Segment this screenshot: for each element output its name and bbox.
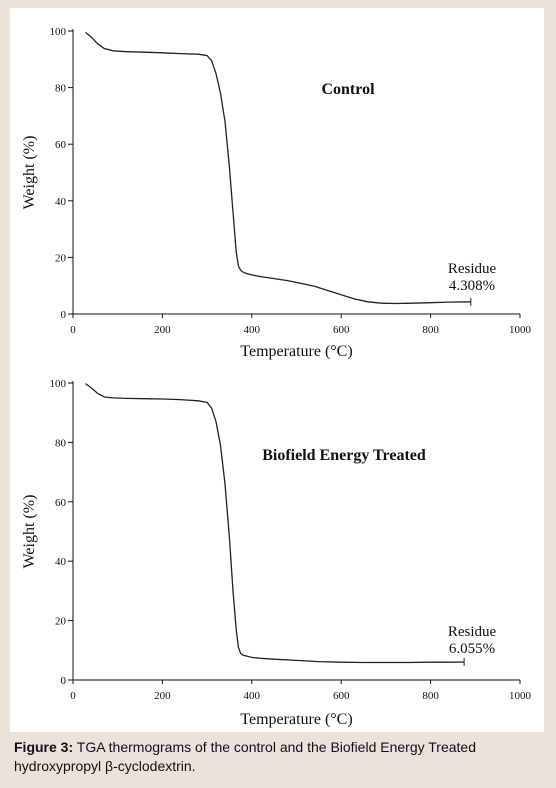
- chart-2-y-tick-label: 0: [61, 675, 67, 687]
- chart-1-x-axis-title: Temperature (°C): [240, 343, 352, 360]
- chart-1-x-tick-label: 1000: [509, 324, 532, 336]
- chart-2-y-tick-label: 100: [50, 378, 67, 390]
- chart-2-x-tick-label: 800: [422, 690, 439, 702]
- caption-text: TGA thermograms of the control and the B…: [14, 739, 476, 774]
- chart-1-y-tick-label: 80: [55, 83, 67, 95]
- chart-2-x-tick-label: 200: [154, 690, 171, 702]
- figure: 0 20 40 60 80 100 0 200 400 600 800 1000 Temperature…: [10, 8, 544, 732]
- chart-1-y-tick-label: 20: [55, 252, 67, 264]
- figure-caption: Figure 3: TGA thermograms of the control…: [14, 738, 544, 776]
- chart-2-title: Biofield Energy Treated: [262, 447, 426, 464]
- chart-1-residue-value: 4.308%: [449, 278, 495, 294]
- chart-2-x-tick-label: 600: [333, 690, 350, 702]
- chart-2-y-tick-label: 20: [55, 616, 67, 628]
- chart-2-y-axis-title: Weight (%): [21, 495, 38, 569]
- chart-2-y-tick-label: 60: [55, 497, 67, 509]
- chart-2-y-tick-label: 40: [55, 556, 67, 568]
- chart-2-x-tick-label: 0: [70, 690, 76, 702]
- chart-2-x-tick-label: 1000: [509, 690, 532, 702]
- chart-1-residue-label: Residue: [448, 261, 497, 277]
- chart-1-x-tick-label: 600: [333, 324, 350, 336]
- chart-2-series-line: [85, 383, 465, 664]
- chart-2-x-axis-title: Temperature (°C): [240, 711, 352, 728]
- chart-2-y-tick-label: 80: [55, 437, 67, 449]
- chart-2-residue-value: 6.055%: [449, 641, 495, 657]
- caption-label: Figure 3:: [14, 739, 74, 755]
- chart-1-x-tick-label: 400: [244, 324, 261, 336]
- chart-1-y-tick-label: 40: [55, 196, 67, 208]
- chart-1-y-tick-label: 100: [50, 26, 67, 38]
- chart-1-y-tick-label: 60: [55, 139, 67, 151]
- chart-1-title: Control: [321, 81, 375, 98]
- chart-1-x-tick-label: 800: [422, 324, 439, 336]
- chart-2-x-tick-label: 400: [244, 690, 261, 702]
- chart-1-y-axis-title: Weight (%): [21, 136, 38, 210]
- chart-1-y-tick-label: 0: [61, 309, 67, 321]
- chart-2-residue-label: Residue: [448, 624, 497, 640]
- chart-1-series-line: [85, 31, 471, 305]
- chart-1-x-tick-label: 0: [70, 324, 76, 336]
- chart-1-x-tick-label: 200: [154, 324, 171, 336]
